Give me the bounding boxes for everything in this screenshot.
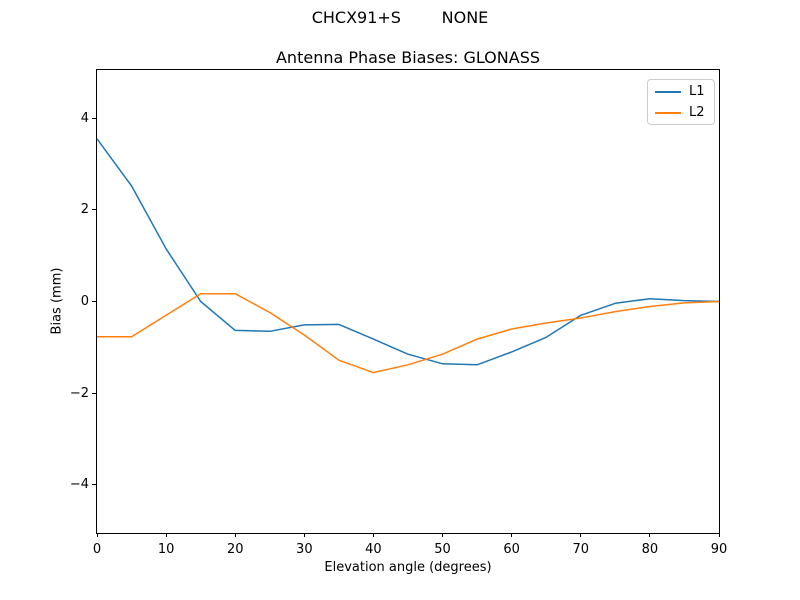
x-tick-label: 70: [572, 542, 590, 557]
y-tick-label: −4: [69, 477, 89, 493]
y-tick-label: 0: [80, 294, 89, 309]
x-tick-mark: [303, 533, 305, 537]
y-tick-label: 4: [80, 110, 89, 126]
x-tick-mark: [442, 533, 444, 537]
y-tick-mark: [92, 117, 97, 119]
x-tick-label: 10: [157, 542, 175, 557]
legend-line-swatch: [655, 90, 681, 93]
x-tick-label: 40: [365, 542, 382, 557]
x-tick-label: 80: [641, 542, 659, 557]
x-tick-mark: [580, 533, 582, 537]
x-tick-mark: [511, 533, 513, 537]
x-axis-label: Elevation angle (degrees): [324, 560, 492, 575]
series-line-l2: [97, 292, 720, 374]
x-tick-mark: [649, 533, 651, 537]
x-tick-label: 0: [92, 542, 102, 557]
x-tick-mark: [234, 533, 236, 537]
chart-title: Antenna Phase Biases: GLONASS: [275, 48, 540, 67]
y-tick-mark: [92, 301, 97, 302]
legend: L1 L2: [647, 79, 715, 125]
y-tick-mark: [92, 484, 97, 486]
x-tick-label: 20: [226, 542, 244, 557]
x-tick-label: 60: [503, 542, 520, 557]
y-tick-mark: [92, 392, 97, 394]
series-line-l1: [96, 138, 720, 366]
x-tick-mark: [96, 533, 98, 537]
y-tick-label: 2: [80, 202, 89, 218]
x-tick-label: 30: [296, 542, 313, 557]
legend-item-l2: L2: [655, 105, 707, 121]
y-tick-mark: [92, 209, 97, 211]
x-tick-mark: [718, 533, 720, 537]
y-tick-label: −2: [69, 385, 89, 401]
x-tick-label: 90: [710, 542, 728, 557]
x-tick-mark: [372, 533, 374, 537]
figure-suptitle: CHCX91+S NONE: [311, 8, 489, 27]
line-plot: [96, 138, 720, 374]
legend-line-swatch: [655, 111, 681, 114]
legend-item-l1: L1: [655, 84, 707, 100]
plot-area: [96, 69, 720, 534]
legend-label: L1: [689, 83, 705, 99]
x-tick-label: 50: [434, 542, 451, 557]
x-tick-mark: [165, 533, 167, 537]
legend-label: L2: [689, 104, 705, 120]
